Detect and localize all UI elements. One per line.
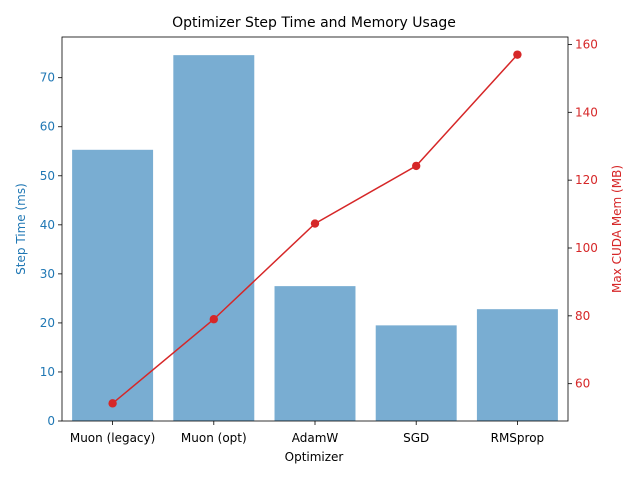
x-tick-label-1: Muon (opt) [181, 431, 247, 445]
x-tick-label-2: AdamW [292, 431, 339, 445]
bar-4 [476, 309, 558, 421]
bar-1 [173, 55, 255, 421]
bar-2 [274, 286, 356, 421]
memory-point-4 [513, 50, 522, 59]
memory-point-3 [412, 161, 421, 171]
y-right-tick-label-1: 80 [575, 309, 590, 323]
y-right-tick-label-0: 60 [575, 377, 590, 391]
y-left-tick-label-3: 30 [40, 267, 55, 281]
bar-3 [375, 325, 457, 421]
y-right-axis-label: Max CUDA Mem (MB) [610, 165, 624, 293]
y-left-axis-label: Step Time (ms) [14, 183, 28, 275]
x-tick-label-0: Muon (legacy) [70, 431, 155, 445]
memory-point-0 [108, 399, 117, 408]
y-left-tick-label-4: 40 [40, 218, 55, 232]
memory-point-1 [209, 315, 218, 324]
line-group [108, 50, 522, 408]
chart-title: Optimizer Step Time and Memory Usage [172, 15, 456, 31]
y-right-tick-label-3: 120 [575, 173, 598, 187]
bars-group [72, 55, 558, 421]
y-right-tick-label-5: 160 [575, 37, 598, 51]
memory-point-2 [310, 219, 320, 228]
x-axis-label: Optimizer [285, 450, 344, 464]
y-left-tick-label-0: 0 [47, 414, 55, 428]
y-left-tick-label-7: 70 [40, 71, 55, 85]
x-tick-label-3: SGD [403, 431, 429, 445]
y-left-tick-label-5: 50 [40, 169, 55, 183]
y-right-tick-label-2: 100 [575, 241, 598, 255]
y-left-tick-label-6: 60 [40, 120, 55, 134]
y-right-tick-label-4: 140 [575, 105, 598, 119]
bar-0 [72, 149, 154, 421]
x-tick-label-4: RMSprop [491, 431, 545, 445]
y-left-tick-label-2: 20 [40, 316, 55, 330]
y-left-tick-label-1: 10 [40, 365, 55, 379]
axes-group: Muon (legacy) Muon (opt) AdamW SGD RMSprop 0 1… [40, 36, 598, 445]
